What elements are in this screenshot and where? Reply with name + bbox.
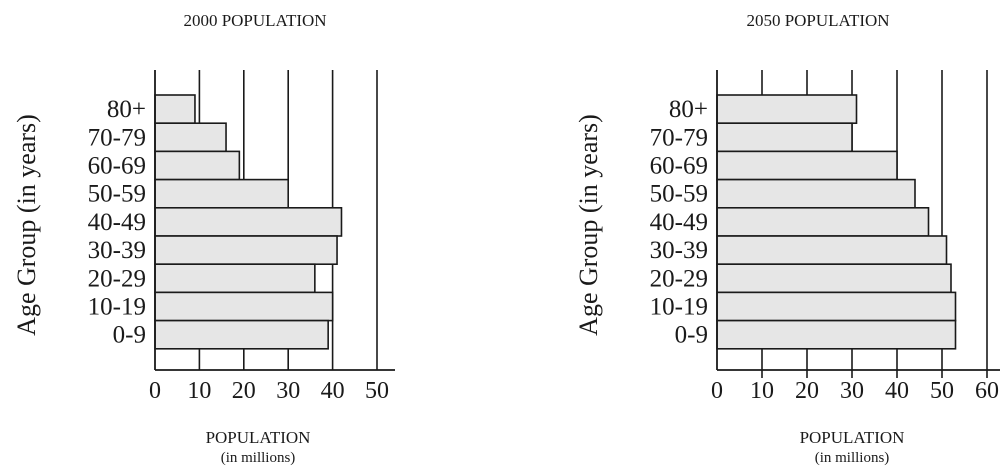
category-label: 50-59 (88, 181, 146, 208)
x-tick-label: 60 (975, 378, 999, 404)
bar (716, 122, 853, 153)
bar (716, 263, 952, 294)
x-tick-label: 20 (795, 378, 819, 404)
bar (154, 150, 241, 181)
bar (716, 150, 898, 181)
category-label: 30-39 (650, 237, 708, 264)
chart-2000: 2000 POPULATION Age Group (in years) 80+70… (12, 11, 395, 466)
chart-title: 2050 POPULATION (746, 11, 889, 30)
category-label: 60-69 (650, 153, 708, 180)
x-tick-label: 50 (365, 378, 389, 404)
x-axis-label: POPULATION (206, 428, 311, 447)
category-label: 0-9 (675, 322, 708, 349)
bar (154, 178, 289, 209)
category-label: 70-79 (650, 124, 708, 151)
category-label: 10-19 (88, 294, 146, 321)
category-label: 0-9 (113, 322, 146, 349)
category-label: 70-79 (88, 124, 146, 151)
category-label: 40-49 (88, 209, 146, 236)
bar (716, 178, 916, 209)
category-label: 20-29 (88, 265, 146, 292)
y-axis-label: Age Group (in years) (574, 114, 603, 336)
x-tick-label: 10 (187, 378, 211, 404)
category-label: 80+ (669, 96, 708, 123)
x-tick-label: 50 (930, 378, 954, 404)
bar (154, 263, 316, 294)
x-axis-sublabel: (in millions) (221, 450, 296, 466)
x-tick-label: 40 (885, 378, 909, 404)
category-label: 20-29 (650, 265, 708, 292)
bar (154, 291, 334, 322)
x-tick-label: 0 (711, 378, 723, 404)
chart-title: 2000 POPULATION (183, 11, 326, 30)
x-tick-label: 20 (232, 378, 256, 404)
category-label: 30-39 (88, 237, 146, 264)
category-label: 60-69 (88, 153, 146, 180)
bar (154, 319, 329, 350)
category-label: 10-19 (650, 294, 708, 321)
bar (716, 319, 957, 350)
x-tick-label: 40 (321, 378, 345, 404)
category-label: 50-59 (650, 181, 708, 208)
x-axis-label: POPULATION (800, 428, 905, 447)
category-label: 40-49 (650, 209, 708, 236)
bar (716, 235, 948, 266)
bar (716, 291, 957, 322)
bar (154, 207, 343, 237)
bar (154, 122, 227, 153)
x-axis-sublabel: (in millions) (815, 450, 890, 466)
y-axis-label: Age Group (in years) (12, 114, 41, 336)
category-label: 80+ (107, 96, 146, 123)
bar (716, 94, 858, 125)
x-tick-label: 0 (149, 378, 161, 404)
x-tick-label: 30 (840, 378, 864, 404)
bar (154, 235, 338, 266)
x-tick-label: 30 (276, 378, 300, 404)
bar (716, 207, 930, 237)
bar (154, 94, 196, 125)
x-tick-label: 10 (750, 378, 774, 404)
